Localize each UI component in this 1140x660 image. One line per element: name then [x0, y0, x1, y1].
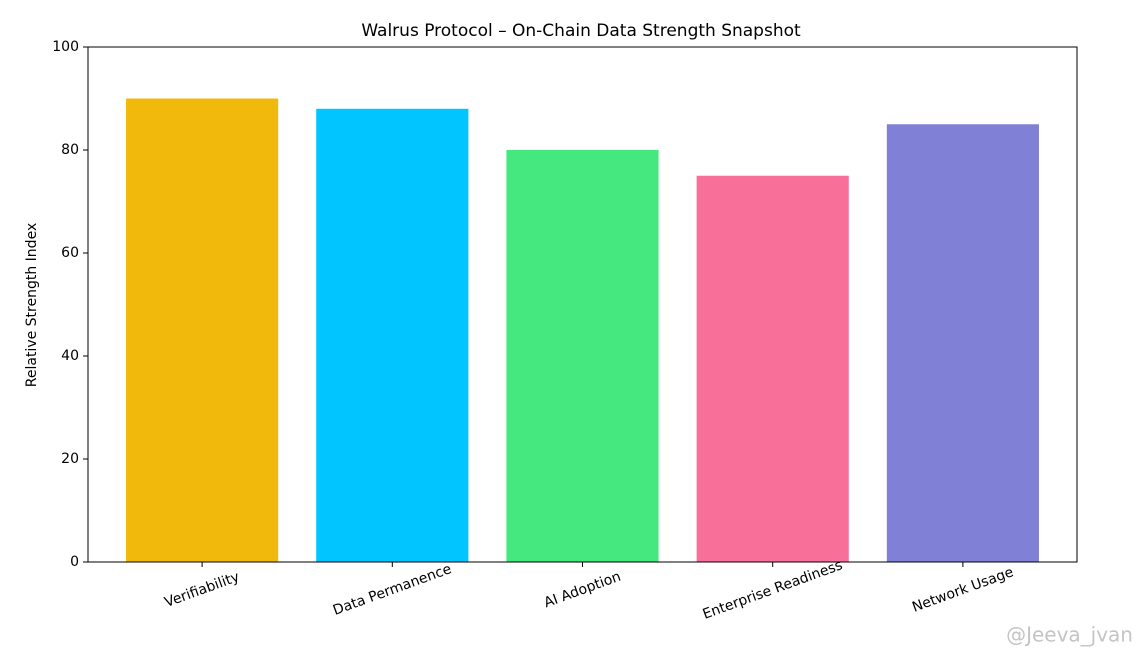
x-tick-label: Verifiability	[163, 569, 242, 611]
y-tick-label: 0	[70, 554, 79, 570]
plot-frame	[87, 46, 1078, 563]
y-tick-label: 100	[52, 39, 79, 55]
bar	[696, 175, 849, 562]
y-tick-label: 40	[61, 348, 79, 364]
x-tick-label: Enterprise Readiness	[701, 557, 845, 623]
y-tick-label: 80	[61, 142, 79, 158]
bar	[316, 108, 469, 563]
y-tick-label: 20	[61, 451, 79, 467]
bar	[506, 150, 659, 562]
x-tick-label: Network Usage	[910, 564, 1016, 615]
y-axis-label: Relative Strength Index	[24, 223, 40, 387]
watermark: @Jeeva_jvan	[1006, 623, 1133, 647]
x-tick-label: Data Permanence	[331, 561, 454, 619]
bar	[886, 124, 1039, 562]
chart-title: Walrus Protocol – On-Chain Data Strength…	[361, 21, 801, 41]
x-tick-label: AI Adoption	[542, 569, 623, 612]
bar	[126, 98, 279, 562]
y-tick-label: 60	[61, 245, 79, 261]
